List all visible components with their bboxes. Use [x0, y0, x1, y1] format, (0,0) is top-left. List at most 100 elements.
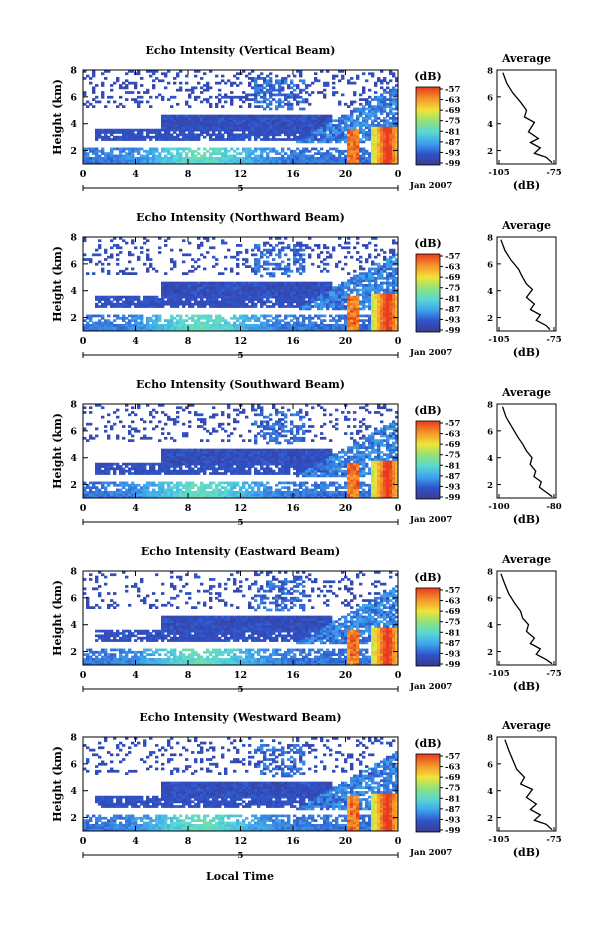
heatmap-cell	[248, 295, 252, 299]
heatmap-cell	[263, 114, 267, 118]
heatmap-cell	[95, 295, 99, 299]
heatmap-cell	[395, 312, 399, 315]
heatmap-cell	[293, 251, 297, 254]
heatmap-cell	[299, 159, 303, 163]
heatmap-cell	[137, 429, 141, 433]
heatmap-cell	[131, 138, 135, 141]
heatmap-cell	[182, 119, 186, 123]
heatmap-cell	[386, 119, 390, 123]
heatmap-cell	[197, 237, 201, 240]
heatmap-cell	[194, 159, 198, 163]
heatmap-cell	[188, 124, 192, 127]
heatmap-cell	[194, 281, 198, 285]
heatmap-cell	[287, 298, 291, 301]
heatmap-cell	[146, 258, 150, 261]
heatmap-cell	[338, 117, 342, 120]
heatmap-cell	[371, 262, 375, 266]
heatmap-cell	[287, 133, 291, 137]
heatmap-cell	[251, 314, 255, 318]
heatmap-cell	[284, 281, 288, 285]
heatmap-cell	[254, 79, 258, 83]
heatmap-cell	[281, 298, 285, 301]
heatmap-cell	[362, 154, 366, 158]
heatmap-cell	[125, 147, 129, 151]
heatmap-cell	[119, 128, 123, 132]
heatmap-cell	[86, 152, 90, 155]
heatmap-cell	[290, 295, 294, 299]
heatmap-cell	[356, 149, 360, 153]
heatmap-cell	[302, 288, 306, 292]
heatmap-cell	[182, 483, 186, 487]
heatmap-cell	[101, 128, 105, 132]
heatmap-cell	[269, 161, 273, 165]
heatmap-cell	[365, 100, 369, 104]
heatmap-cell	[92, 156, 96, 160]
heatmap-cell	[188, 126, 192, 130]
heatmap-cell	[347, 128, 351, 132]
heatmap-cell	[317, 246, 321, 250]
heatmap-cell	[89, 102, 93, 106]
heatmap-cell	[347, 135, 351, 139]
heatmap-cell	[347, 305, 351, 308]
heatmap-cell	[218, 98, 222, 101]
heatmap-cell	[119, 467, 123, 471]
heatmap-cell	[374, 323, 378, 327]
heatmap-cell	[296, 267, 300, 271]
heatmap-cell	[290, 323, 294, 327]
heatmap-cell	[266, 84, 270, 87]
heatmap-cell	[344, 138, 348, 141]
heatmap-cell	[374, 298, 378, 301]
heatmap-cell	[302, 138, 306, 141]
heatmap-cell	[287, 295, 291, 299]
heatmap-cell	[317, 328, 321, 332]
heatmap-cell	[371, 74, 375, 78]
heatmap-cell	[188, 105, 192, 108]
heatmap-cell	[170, 281, 174, 285]
heatmap-cell	[161, 156, 165, 160]
heatmap-cell	[194, 451, 198, 454]
heatmap-cell	[362, 159, 366, 163]
heatmap-cell	[302, 107, 306, 111]
heatmap-cell	[191, 114, 195, 118]
heatmap-cell	[128, 488, 132, 492]
heatmap-cell	[194, 302, 198, 306]
heatmap-cell	[308, 323, 312, 327]
heatmap-cell	[374, 154, 378, 158]
heatmap-cell	[143, 462, 147, 466]
heatmap-cell	[371, 274, 375, 278]
heatmap-cell	[221, 95, 225, 99]
heatmap-cell	[200, 458, 204, 461]
heatmap-cell	[242, 291, 246, 294]
heatmap-cell	[308, 135, 312, 139]
heatmap-cell	[128, 323, 132, 327]
heatmap-cell	[98, 472, 102, 475]
heatmap-cell	[143, 138, 147, 141]
heatmap-cell	[194, 117, 198, 120]
heatmap-cell	[230, 328, 234, 332]
heatmap-cell	[362, 298, 366, 301]
heatmap-cell	[374, 291, 378, 294]
heatmap-cell	[386, 140, 390, 144]
heatmap-cell	[185, 128, 189, 132]
heatmap-cell	[344, 293, 348, 297]
heatmap-cell	[359, 140, 363, 144]
heatmap-cell	[221, 481, 225, 485]
heatmap-cell	[332, 293, 336, 297]
heatmap-cell	[218, 286, 222, 290]
heatmap-cell	[245, 128, 249, 132]
heatmap-cell	[341, 114, 345, 118]
heatmap-cell	[380, 109, 384, 113]
heatmap-cell	[203, 154, 207, 158]
heatmap-cell	[167, 302, 171, 306]
heatmap-cell	[149, 328, 153, 332]
heatmap-cell	[323, 305, 327, 308]
heatmap-cell	[236, 244, 240, 247]
heatmap-cell	[167, 415, 171, 419]
heatmap-cell	[200, 328, 204, 332]
y-tick-label: 4	[70, 286, 77, 297]
heatmap-cell	[263, 121, 267, 125]
heatmap-cell	[173, 156, 177, 160]
heatmap-cell	[275, 319, 279, 322]
heatmap-cell	[374, 119, 378, 123]
heatmap-cell	[173, 295, 177, 299]
